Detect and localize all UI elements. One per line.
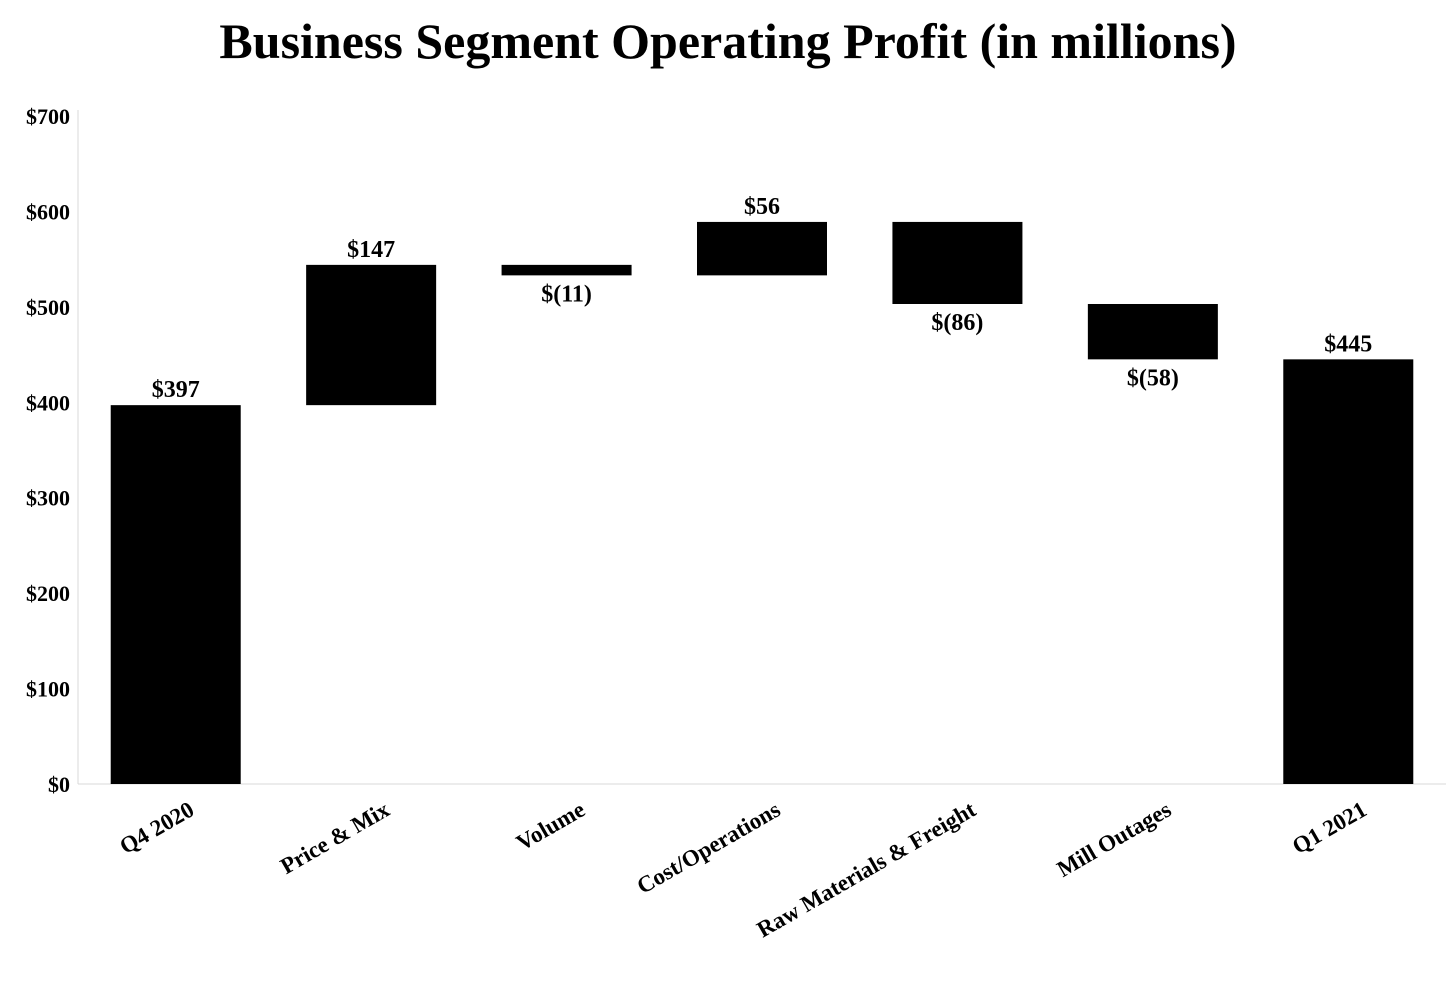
- bar-4: [892, 221, 1023, 304]
- category-label-6: Q1 2021: [1288, 797, 1371, 859]
- y-tick-label: $0: [48, 772, 70, 797]
- category-label-4: Raw Materials & Freight: [753, 797, 981, 943]
- category-label-1: Price & Mix: [276, 796, 394, 879]
- bar-2: [501, 264, 632, 276]
- data-labels: $397 $147 $(11) $56 $(86) $(58) $445: [152, 194, 1373, 403]
- category-label-2: Volume: [512, 797, 589, 856]
- data-label-2: $(11): [541, 281, 592, 307]
- bar-5: [1087, 303, 1218, 360]
- data-label-0: $397: [152, 377, 200, 403]
- axes: $0 $100 $200 $300 $400 $500 $600 $700: [26, 104, 1446, 797]
- bars: [110, 221, 1414, 784]
- data-label-3: $56: [744, 194, 780, 220]
- y-tick-label: $500: [26, 295, 70, 320]
- data-label-4: $(86): [931, 310, 983, 336]
- category-label-0: Q4 2020: [115, 797, 198, 859]
- y-tick-label: $600: [26, 199, 70, 224]
- category-labels: Q4 2020 Price & Mix Volume Cost/OperationsR…: [115, 796, 1370, 942]
- chart-title: Business Segment Operating Profit (in mi…: [219, 13, 1237, 69]
- y-tick-label: $700: [26, 104, 70, 129]
- data-label-1: $147: [347, 237, 395, 263]
- y-tick-label: $400: [26, 390, 70, 415]
- data-label-5: $(58): [1127, 365, 1179, 391]
- y-tick-label: $100: [26, 677, 70, 702]
- bar-6: [1283, 359, 1414, 784]
- category-label-5: Mill Outages: [1053, 797, 1176, 882]
- y-tick-label: $300: [26, 486, 70, 511]
- bar-1: [306, 264, 437, 406]
- category-label-3: Cost/Operations: [633, 797, 785, 899]
- data-label-6: $445: [1324, 331, 1372, 357]
- y-tick-label: $200: [26, 581, 70, 606]
- bar-3: [697, 221, 827, 276]
- bar-0: [110, 405, 241, 784]
